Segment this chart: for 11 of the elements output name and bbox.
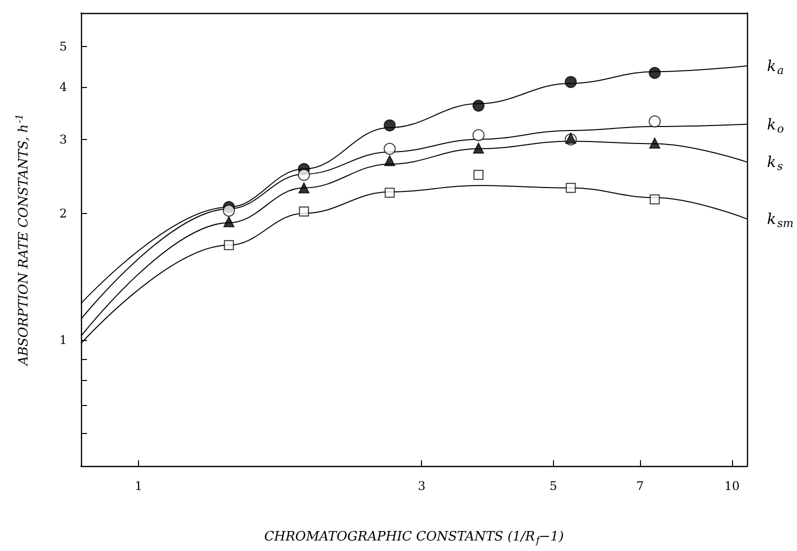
x-tick-label: 3 (418, 479, 426, 494)
y-tick-label: 4 (59, 80, 68, 94)
y-axis-title: ABSORPTION RATE CONSTANTS, h-1 (14, 114, 32, 366)
y-tick-label: 1 (59, 332, 67, 347)
y-tick-label: 3 (59, 132, 67, 146)
x-tick-label: 1 (134, 479, 142, 494)
x-tick-label: 10 (724, 479, 740, 494)
y-tick-label: 2 (59, 206, 67, 220)
x-tick-label: 7 (636, 479, 644, 494)
x-tick-label: 5 (550, 479, 558, 494)
y-tick-label: 5 (59, 39, 67, 54)
